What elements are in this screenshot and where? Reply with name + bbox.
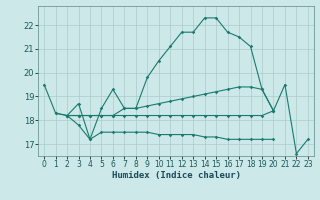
X-axis label: Humidex (Indice chaleur): Humidex (Indice chaleur) [111, 171, 241, 180]
